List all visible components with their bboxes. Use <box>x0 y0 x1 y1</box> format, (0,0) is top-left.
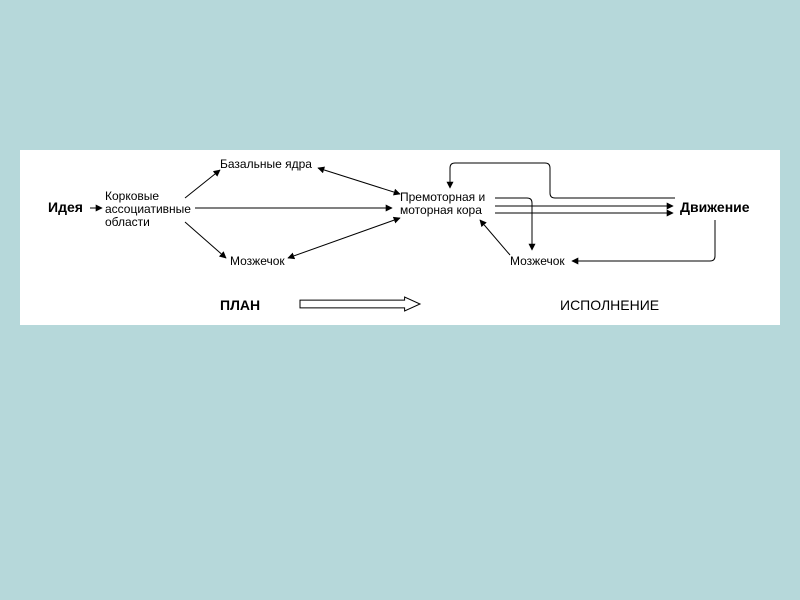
edge-cereb2-premotor-6 <box>480 220 510 255</box>
node-cortical_2: ассоциативные <box>105 202 191 216</box>
node-premotor_2: моторная кора <box>400 203 482 217</box>
node-cortical_3: области <box>105 215 150 229</box>
diagram-panel: Идея Корковыеассоциативныеобласти Базальны… <box>20 150 780 325</box>
edge-cortical-basal-1 <box>185 170 220 198</box>
node-cereb2: Мозжечок <box>510 254 565 268</box>
node-cortical_1: Корковые <box>105 189 159 203</box>
edge-basal-premotor-4 <box>318 168 400 194</box>
node-premotor_1: Премоторная и <box>400 190 485 204</box>
caption-execution: ИСПОЛНЕНИЕ <box>560 297 659 313</box>
edge-cortical-cereb1-3 <box>185 222 226 258</box>
diagram-svg: Идея Корковыеассоциативныеобласти Базальны… <box>20 150 780 325</box>
caption-plan: ПЛАН <box>220 297 260 313</box>
edge-movement-cereb2-11 <box>572 220 715 261</box>
plan-to-execution-arrow <box>300 297 420 311</box>
node-movement: Движение <box>680 199 750 215</box>
node-idea: Идея <box>48 199 83 215</box>
node-cereb1: Мозжечок <box>230 254 285 268</box>
edge-cereb1-premotor-5 <box>288 218 400 258</box>
node-basal: Базальные ядра <box>220 157 312 171</box>
